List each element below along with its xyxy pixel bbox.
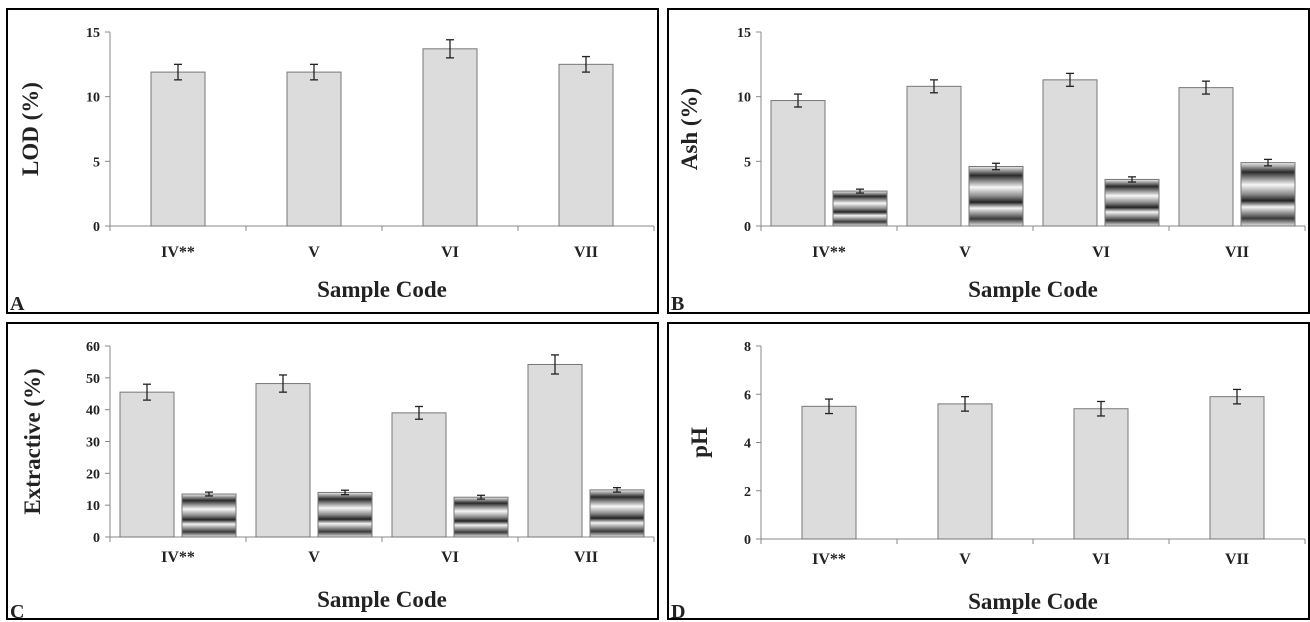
bar (181, 493, 237, 538)
panel-b: 0 5 10 15 IV** V VI VII Sample Code Ash (%) B (667, 8, 1310, 315)
y-tick-label: 20 (86, 467, 100, 482)
panel-letter: A (10, 293, 25, 315)
panel-d: 0 2 4 6 8 IV** V VI VII Sample Code pH D (667, 322, 1310, 622)
bar (119, 391, 175, 538)
x-tick-label: VI (441, 549, 459, 566)
y-tick-label: 10 (86, 91, 100, 106)
x-tick-label: IV** (161, 244, 195, 261)
bar (1042, 79, 1098, 227)
chart-b: 0 5 10 15 IV** V VI VII Sample Code Ash (%) B (671, 26, 1306, 315)
x-tick-label: VII (574, 244, 598, 261)
y-tick-label: 60 (86, 340, 100, 355)
y-tick-label: 15 (737, 26, 751, 41)
x-axis-label: Sample Code (968, 589, 1098, 614)
y-tick-label: 6 (744, 388, 751, 403)
y-tick-label: 5 (744, 155, 751, 170)
x-axis-label: Sample Code (317, 587, 447, 612)
x-tick-label: VII (574, 549, 598, 566)
x-tick-label: V (959, 551, 971, 568)
y-tick-label: 30 (86, 436, 100, 451)
bar (1104, 178, 1160, 227)
bar (1240, 162, 1296, 227)
x-tick-label: V (959, 244, 971, 261)
bar (527, 363, 583, 538)
x-tick-label: IV** (161, 549, 195, 566)
bar (968, 166, 1024, 227)
bar (832, 190, 888, 227)
panel-letter: B (671, 293, 684, 315)
y-tick-label: 15 (86, 26, 100, 41)
chart-d: 0 2 4 6 8 IV** V VI VII Sample Code pH D (671, 340, 1306, 622)
x-tick-label: IV** (812, 244, 846, 261)
x-axis-label: Sample Code (317, 277, 447, 302)
bar (801, 405, 857, 540)
x-tick-label: V (308, 244, 320, 261)
y-axis-label: Ash (%) (677, 88, 702, 170)
y-tick-label: 0 (93, 220, 100, 235)
bar (906, 85, 962, 227)
y-tick-label: 40 (86, 404, 100, 419)
bar (1073, 408, 1129, 540)
bar (558, 63, 614, 227)
x-tick-label: V (308, 549, 320, 566)
y-tick-label: 50 (86, 372, 100, 387)
chart-c: 0 10 20 30 40 50 60 IV** V VI VII Sample Code Extrac… (10, 340, 655, 622)
y-tick-label: 4 (744, 437, 751, 452)
bar (1209, 396, 1265, 540)
bar (937, 403, 993, 540)
bar (286, 71, 342, 227)
panel-c: 0 10 20 30 40 50 60 IV** V VI VII Sample Code Extrac… (6, 322, 659, 622)
y-axis-label: pH (687, 427, 712, 458)
y-axis-label: LOD (%) (18, 82, 43, 176)
x-tick-label: VI (1092, 551, 1110, 568)
y-tick-label: 2 (744, 485, 751, 500)
x-tick-label: VII (1225, 551, 1249, 568)
bar (1178, 87, 1234, 227)
chart-a: 0 5 10 15 IV** V VI VII Sample Code LOD (%) A (10, 26, 655, 315)
bar (770, 100, 826, 227)
y-tick-label: 10 (86, 499, 100, 514)
y-tick-label: 5 (93, 155, 100, 170)
y-tick-label: 0 (744, 533, 751, 548)
panel-a: 0 5 10 15 IV** V VI VII Sample Code LOD (%) A (6, 8, 659, 315)
x-tick-label: VI (441, 244, 459, 261)
x-tick-label: VI (1092, 244, 1110, 261)
y-axis-label: Extractive (%) (20, 368, 45, 514)
y-tick-label: 0 (744, 220, 751, 235)
bar (422, 48, 478, 227)
panel-letter: D (671, 601, 685, 622)
x-axis-label: Sample Code (968, 277, 1098, 302)
x-tick-label: IV** (812, 551, 846, 568)
bar (255, 383, 311, 538)
bar (589, 489, 645, 538)
bar (391, 412, 447, 538)
panel-letter: C (10, 601, 24, 622)
bar (150, 71, 206, 227)
y-tick-label: 0 (93, 531, 100, 546)
bar (453, 496, 509, 538)
bar (317, 491, 373, 538)
y-tick-label: 8 (744, 340, 751, 355)
x-tick-label: VII (1225, 244, 1249, 261)
y-tick-label: 10 (737, 91, 751, 106)
